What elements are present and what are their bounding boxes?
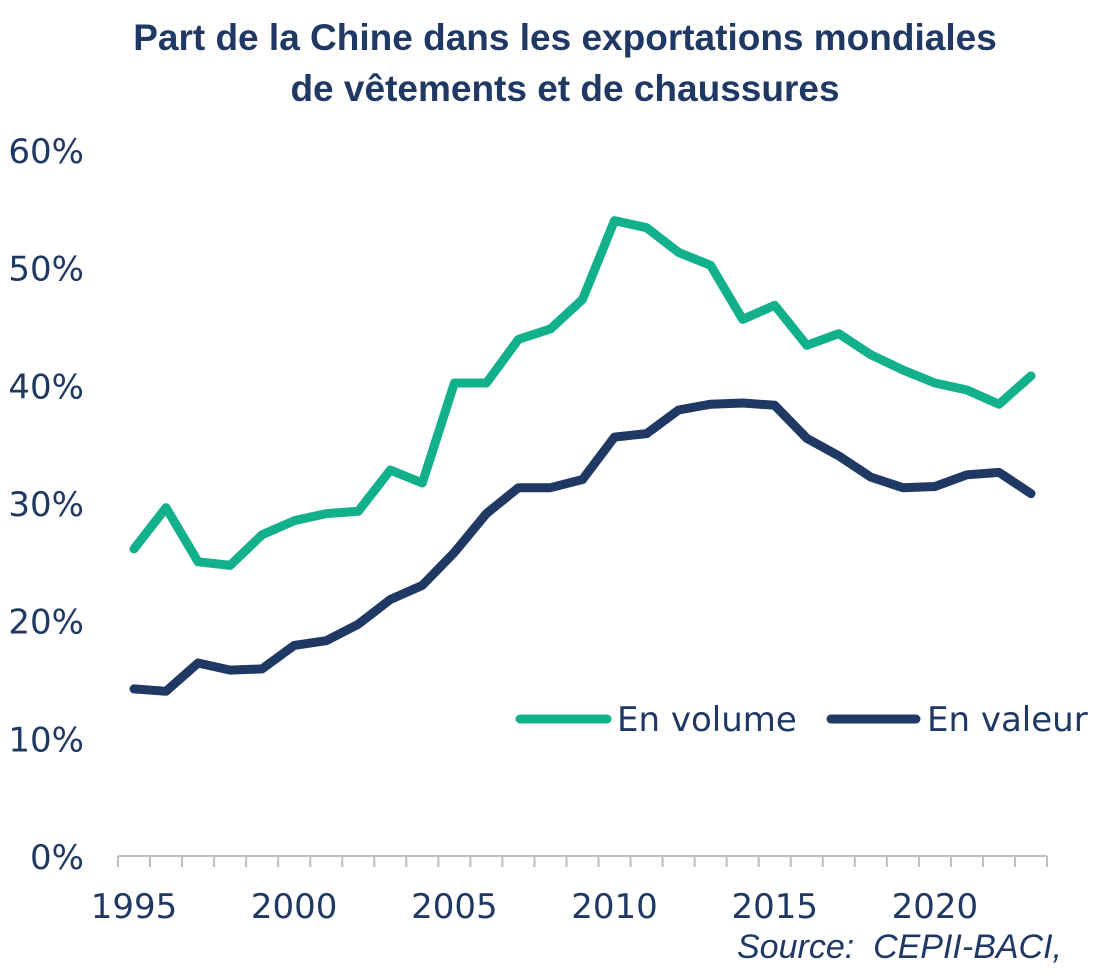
y-tick-label: 0% xyxy=(30,838,84,878)
x-tick-label: 2000 xyxy=(251,887,338,927)
y-tick-label: 20% xyxy=(8,603,84,643)
legend: En volume En valeur xyxy=(515,700,1088,740)
x-tick-label: 2005 xyxy=(411,887,498,927)
y-tick-label: 10% xyxy=(8,720,84,760)
series-line-valeur xyxy=(129,398,1036,696)
y-tick-label: 60% xyxy=(8,132,84,172)
y-tick-label: 30% xyxy=(8,485,84,525)
chart-title: Part de la Chine dans les exportations m… xyxy=(133,17,997,109)
x-axis xyxy=(116,855,1049,867)
y-tick-label: 50% xyxy=(8,250,84,290)
legend-label: En volume xyxy=(617,700,797,740)
y-axis-tick-labels: 0% 10% 20% 30% 40% 50% 60% xyxy=(8,132,84,878)
source-note: Source: CEPII-BACI, xyxy=(737,928,1062,966)
x-tick-label: 1995 xyxy=(91,887,178,927)
x-axis-tick-labels: 1995 2000 2005 2010 2015 2020 xyxy=(91,887,978,927)
legend-label: En valeur xyxy=(927,700,1088,740)
x-tick-label: 2015 xyxy=(731,887,818,927)
series-line-volume xyxy=(129,216,1036,570)
x-tick-label: 2020 xyxy=(892,887,979,927)
x-tick-label: 2010 xyxy=(571,887,658,927)
series-lines xyxy=(129,216,1036,696)
y-tick-label: 40% xyxy=(8,367,84,407)
